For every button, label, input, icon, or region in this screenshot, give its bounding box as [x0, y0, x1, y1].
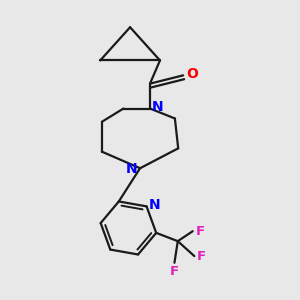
Text: F: F [170, 265, 179, 278]
Text: F: F [197, 250, 206, 262]
Text: O: O [187, 68, 198, 81]
Text: N: N [152, 100, 163, 114]
Text: N: N [149, 198, 161, 212]
Text: F: F [195, 225, 205, 238]
Text: N: N [126, 162, 138, 176]
